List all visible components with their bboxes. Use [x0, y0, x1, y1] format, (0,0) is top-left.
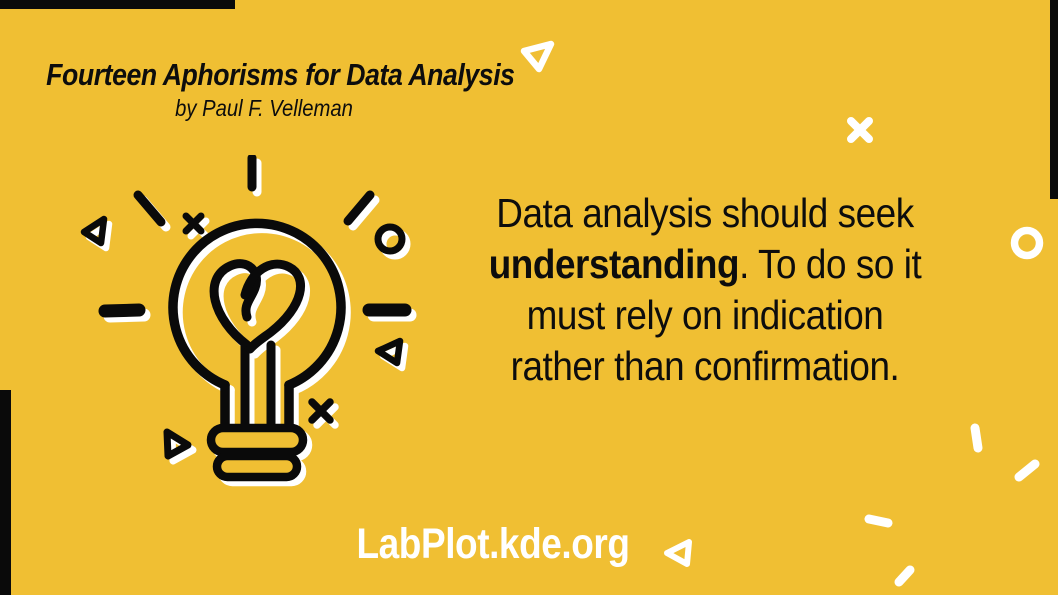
triangle-outline-icon: [374, 337, 404, 367]
site-url-text: LabPlot.kde.org: [356, 520, 630, 568]
lightbulb-doodle-icon: [80, 155, 417, 487]
quote-block: Data analysis should seek understanding.…: [445, 188, 965, 392]
bulb-stem: [240, 340, 276, 433]
triangle-outline-icon: [163, 428, 192, 460]
dash-icon: [970, 423, 983, 453]
x-mark-icon: [182, 212, 205, 235]
triangle-outline-icon: [520, 40, 555, 73]
site-url: LabPlot.kde.org: [334, 520, 651, 569]
triangle-outline-icon: [80, 215, 108, 247]
heart-filament: [209, 259, 261, 350]
dash-icon: [98, 303, 146, 318]
header: Fourteen Aphorisms for Data Analysis by …: [8, 56, 520, 121]
lightbulb-ink: [80, 155, 412, 482]
x-mark-icon: [308, 398, 334, 424]
circle-outline-icon: [1010, 226, 1044, 260]
quote-line-1: Data analysis should seek: [496, 190, 914, 236]
page-title: Fourteen Aphorisms for Data Analysis: [46, 57, 515, 92]
ray-left-icon: [133, 190, 166, 227]
bulb-base-bottom: [212, 451, 302, 482]
left-edge-accent-bar: [0, 390, 11, 595]
dash-icon: [1014, 459, 1040, 482]
quote-bold-word: understanding: [488, 241, 740, 287]
x-mark-icon: [847, 117, 873, 143]
bulb-base-top: [206, 423, 308, 457]
right-edge-accent-bar: [1050, 0, 1058, 199]
bulb-glass: [168, 218, 346, 390]
quote-line-2: understanding. To do so it: [471, 239, 939, 290]
byline: by Paul F. Velleman: [175, 94, 353, 121]
quote-line-2-rest: . To do so it: [739, 241, 922, 287]
dash-icon: [864, 514, 893, 528]
heart-filament: [240, 259, 306, 354]
quote-line-4: rather than confirmation.: [510, 343, 900, 389]
triangle-outline-icon: [664, 539, 692, 567]
circle-outline-icon: [374, 223, 406, 255]
quote-line-3: must rely on indication: [526, 292, 884, 338]
bulb-neck: [220, 380, 294, 434]
top-left-accent-bar: [0, 0, 235, 9]
ray-right-icon: [343, 190, 375, 226]
dash-icon: [894, 565, 915, 587]
